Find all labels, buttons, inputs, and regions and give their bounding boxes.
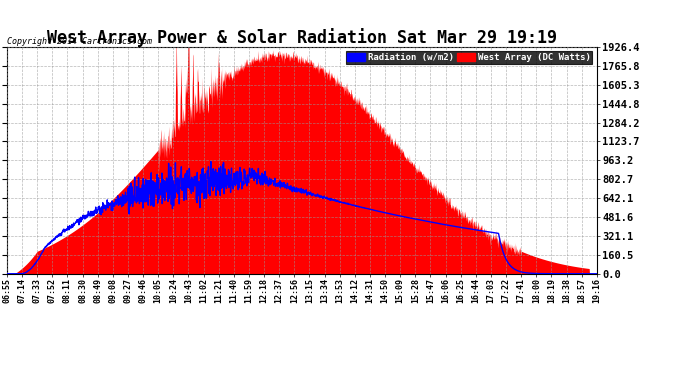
Text: Copyright 2014 Cartronics.com: Copyright 2014 Cartronics.com: [7, 38, 152, 46]
Legend: Radiation (w/m2), West Array (DC Watts): Radiation (w/m2), West Array (DC Watts): [346, 51, 592, 64]
Title: West Array Power & Solar Radiation Sat Mar 29 19:19: West Array Power & Solar Radiation Sat M…: [47, 28, 557, 47]
